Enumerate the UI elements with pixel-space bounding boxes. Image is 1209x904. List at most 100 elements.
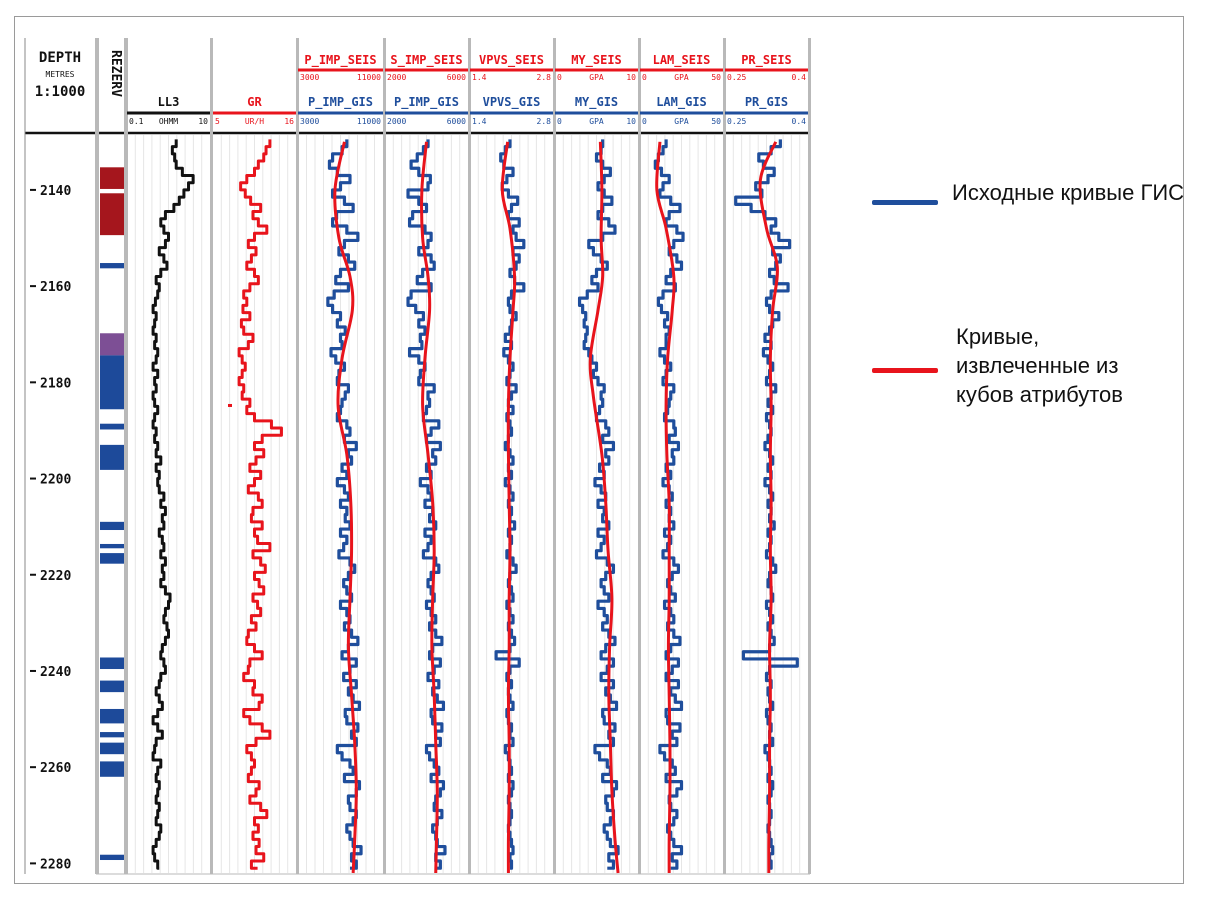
curve-ll3 — [151, 139, 195, 870]
rezerv-interval — [100, 854, 124, 861]
curve-seis — [758, 141, 779, 874]
track-title-gis: P_IMP_GIS — [394, 95, 459, 110]
curve-seis — [333, 141, 358, 874]
track-separator — [808, 38, 811, 874]
track-max-gis: 0.4 — [792, 117, 807, 126]
track-max-gis: 50 — [711, 117, 721, 126]
track-min-seis: 2000 — [387, 73, 406, 82]
track-unit-gis: GPA — [674, 117, 689, 126]
track-min-gis: 2000 — [387, 117, 406, 126]
rezerv-interval — [100, 423, 124, 430]
rezerv-interval — [100, 732, 124, 738]
figure-frame — [14, 16, 1184, 884]
curve-gis — [577, 139, 620, 870]
track-min-seis: 0.25 — [727, 73, 746, 82]
depth-track-title: DEPTH — [39, 50, 81, 66]
track-title-seis: VPVS_SEIS — [479, 53, 544, 68]
track-max-gis: 6000 — [447, 117, 466, 126]
curve-gis — [406, 139, 447, 870]
track-min-seis: 0 — [557, 73, 562, 82]
depth-track-unit: METRES — [46, 70, 75, 79]
track-unit-single: UR/H — [245, 117, 264, 126]
depth-tick-label: 2140 — [40, 184, 71, 199]
track-min-seis: 1.4 — [472, 73, 487, 82]
track-min-gis: 3000 — [300, 117, 319, 126]
track-max-seis: 11000 — [357, 73, 381, 82]
track-title-gis: LAM_GIS — [656, 95, 707, 110]
depth-track-scale: 1:1000 — [35, 84, 86, 100]
depth-tick-label: 2160 — [40, 280, 71, 295]
track-title-gis: VPVS_GIS — [483, 95, 541, 110]
rezerv-interval — [100, 167, 124, 189]
rezerv-interval — [100, 657, 124, 670]
track-separator — [95, 38, 99, 874]
rezerv-interval — [100, 193, 124, 236]
track-max-seis: 0.4 — [792, 73, 807, 82]
track-grid — [562, 135, 631, 873]
track-grid — [732, 135, 801, 873]
track-min-gis: 1.4 — [472, 117, 487, 126]
track-unit-gis: GPA — [589, 117, 604, 126]
rezerv-track-title: REZERV — [108, 50, 123, 97]
track-min-gis: 0.25 — [727, 117, 746, 126]
depth-tick-label: 2220 — [40, 569, 71, 584]
track-separator — [383, 38, 386, 874]
track-title-gis: MY_GIS — [575, 95, 618, 110]
track-max-gis: 11000 — [357, 117, 381, 126]
track-grid — [647, 135, 716, 873]
rezerv-interval — [100, 521, 124, 531]
track-grid — [134, 135, 203, 873]
track-min-seis: 3000 — [300, 73, 319, 82]
depth-tick-label: 2240 — [40, 665, 71, 680]
curve-seis — [420, 141, 439, 874]
track-min-single: 0.1 — [129, 117, 144, 126]
track-separator — [723, 38, 726, 874]
track-title-single: LL3 — [158, 95, 180, 109]
rezerv-interval — [100, 680, 124, 693]
track-separator — [468, 38, 471, 874]
rezerv-interval — [100, 543, 124, 549]
track-max-single: 16 — [284, 117, 294, 126]
depth-tick-label: 2180 — [40, 376, 71, 391]
legend-gis-swatch — [872, 200, 938, 205]
track-unit-seis: GPA — [589, 73, 604, 82]
track-title-gis: P_IMP_GIS — [308, 95, 373, 110]
track-separator — [638, 38, 641, 874]
track-separator — [553, 38, 556, 874]
rezerv-interval — [100, 742, 124, 755]
track-min-seis: 0 — [642, 73, 647, 82]
track-title-seis: MY_SEIS — [571, 53, 622, 68]
track-title-seis: P_IMP_SEIS — [304, 53, 376, 68]
rezerv-interval — [100, 761, 124, 777]
track-title-gis: PR_GIS — [745, 95, 788, 110]
legend-gis-label: Исходные кривые ГИС — [952, 180, 1185, 205]
track-separator — [296, 38, 299, 874]
track-grid — [477, 135, 546, 873]
legend-seis-swatch — [872, 368, 938, 373]
track-unit-seis: GPA — [674, 73, 689, 82]
track-max-gis: 10 — [626, 117, 636, 126]
track-title-seis: S_IMP_SEIS — [390, 53, 462, 68]
curve-gr — [237, 139, 283, 870]
rezerv-interval — [100, 553, 124, 564]
track-min-single: 5 — [215, 117, 220, 126]
curve-seis — [500, 141, 517, 874]
track-separator — [210, 38, 213, 874]
track-grid — [220, 135, 289, 873]
track-max-gis: 2.8 — [537, 117, 552, 126]
rezerv-interval — [100, 263, 124, 269]
rezerv-interval — [100, 708, 124, 724]
depth-tick-label: 2200 — [40, 473, 71, 488]
track-title-seis: PR_SEIS — [741, 53, 792, 68]
track-grid — [392, 135, 461, 873]
curve-seis — [655, 141, 676, 874]
curve-seis — [588, 141, 620, 874]
track-separator — [124, 38, 128, 874]
curve-gis — [326, 139, 363, 870]
track-max-seis: 2.8 — [537, 73, 552, 82]
rezerv-interval — [100, 444, 124, 470]
depth-tick-label: 2280 — [40, 857, 71, 872]
track-min-gis: 0 — [642, 117, 647, 126]
track-max-seis: 6000 — [447, 73, 466, 82]
